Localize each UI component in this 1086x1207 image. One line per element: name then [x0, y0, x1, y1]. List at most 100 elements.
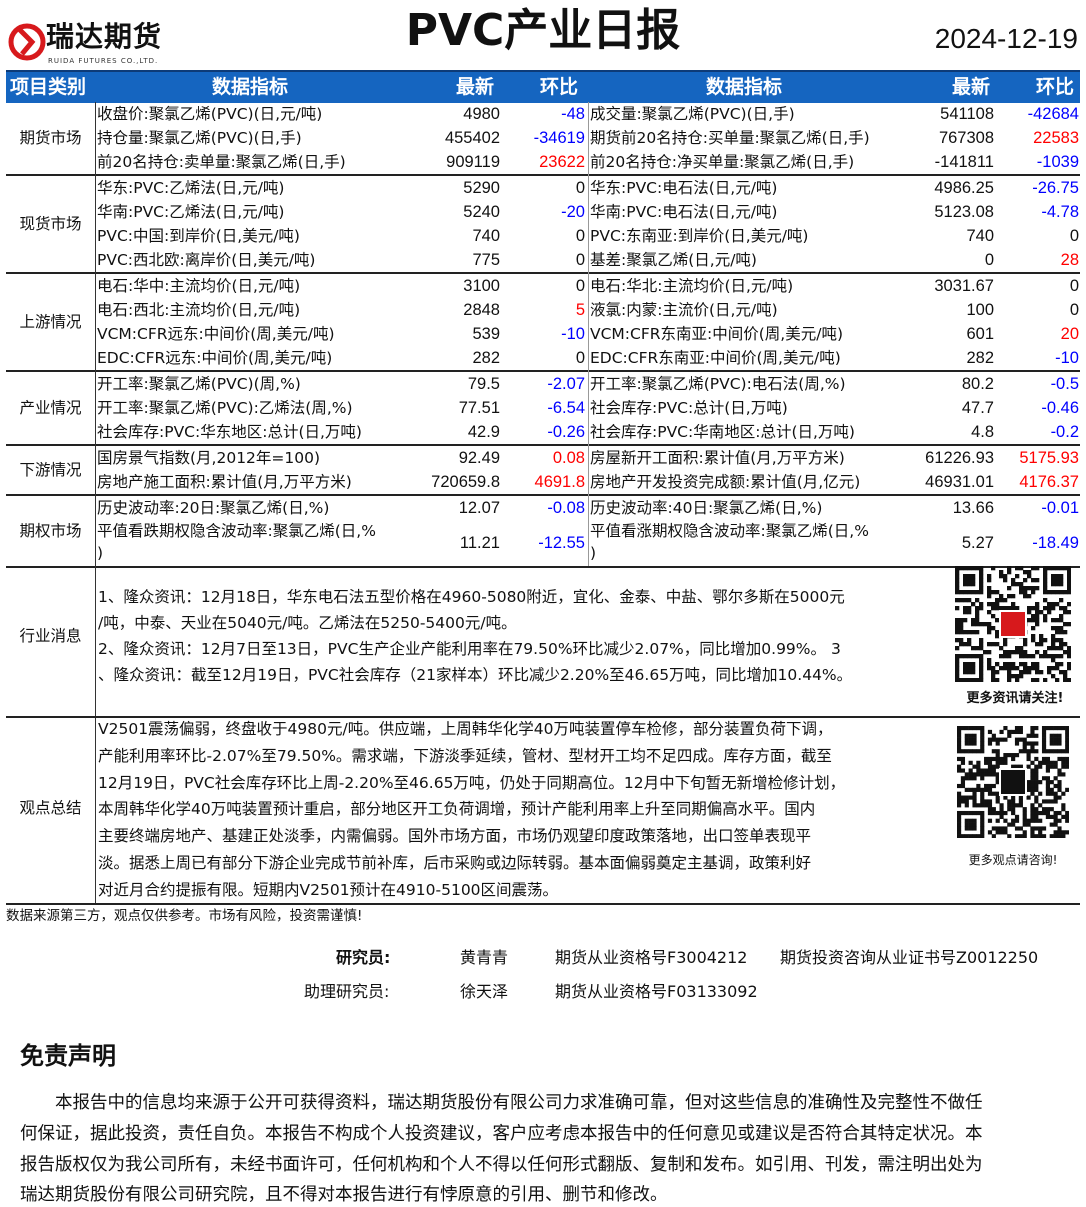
indicator-name: VCM:CFR东南亚:中间价(周,美元/吨)	[590, 325, 843, 343]
section-divider	[6, 716, 1080, 718]
section-divider	[6, 566, 1080, 568]
col-latest: 最新	[456, 76, 495, 98]
indicator-name: 电石:西北:主流均价(日,元/吨)	[97, 301, 301, 319]
change-value: -48	[561, 105, 585, 123]
change-value: -34619	[533, 129, 585, 147]
report-title: PVC产业日报	[405, 5, 681, 56]
category-label: 产业情况	[19, 399, 82, 417]
latest-value: 720659.8	[431, 473, 500, 491]
text-line: 12月19日，PVC社会库存环比上周-2.20%至46.65万吨，仍处于同期高位…	[98, 773, 846, 792]
latest-value: 80.2	[961, 375, 994, 393]
latest-value: 282	[472, 349, 500, 367]
text-line: 报告版权仅为我公司所有，未经书面许可，任何机构和个人不得以任何形式翻版、复制和发…	[20, 1154, 983, 1175]
latest-value: 5.27	[961, 534, 994, 552]
change-value: -0.2	[1050, 423, 1079, 441]
latest-value: 601	[966, 325, 994, 343]
latest-value: 5240	[463, 203, 500, 221]
qr-caption-follow: 更多资讯请关注!	[966, 691, 1064, 706]
change-value: 28	[1060, 251, 1079, 269]
latest-value: 46931.01	[925, 473, 994, 491]
col-indicator: 数据指标	[212, 76, 289, 98]
change-value: 0	[575, 179, 585, 197]
col-category: 项目类别	[10, 76, 87, 98]
latest-value: 909119	[446, 153, 500, 171]
indicator-name: 持仓量:聚氯乙烯(PVC)(日,手)	[97, 129, 302, 147]
indicator-name: VCM:CFR远东:中间价(周,美元/吨)	[97, 325, 335, 343]
indicator-name: 收盘价:聚氯乙烯(PVC)(日,元/吨)	[97, 105, 323, 123]
text-line: 主要终端房地产、基建正处淡季，内需偏弱。国外市场方面，市场仍观望印度政策落地，出…	[98, 827, 812, 846]
change-value: 5175.93	[1019, 449, 1079, 467]
latest-value: 775	[472, 251, 500, 269]
latest-value: 79.5	[467, 375, 500, 393]
indicator-name: 液氯:内蒙:主流价(日,元/吨)	[590, 301, 778, 319]
category-label: 期权市场	[19, 522, 82, 540]
column-divider	[588, 102, 589, 566]
assistant-label: 助理研究员:	[304, 982, 390, 1001]
text-line: 1、隆众资讯：12月18日，华东电石法五型价格在4960-5080附近，宜化、金…	[98, 588, 845, 606]
section-divider	[6, 272, 1080, 274]
indicator-name: 平值看跌期权隐含波动率:聚氯乙烯(日,% )	[97, 522, 376, 562]
change-value: -4.78	[1041, 203, 1079, 221]
text-line: V2501震荡偏弱，终盘收于4980元/吨。供应端，上周韩华化学40万吨装置停车…	[98, 720, 833, 738]
change-value: -10	[561, 325, 585, 343]
indicator-name: 开工率:聚氯乙烯(PVC):乙烯法(周,%)	[97, 399, 353, 417]
table-header: 项目类别 数据指标 最新 环比 数据指标 最新 环比	[6, 70, 1080, 103]
indicator-name: 电石:华中:主流均价(日,元/吨)	[97, 277, 301, 295]
change-value: -0.46	[1041, 399, 1079, 417]
change-value: -0.5	[1050, 375, 1079, 393]
indicator-name: 房屋新开工面积:累计值(月,万平方米)	[590, 449, 845, 467]
latest-value: 13.66	[952, 499, 994, 517]
text-line: 何保证，据此投资，责任自负。本报告不构成个人投资建议，客户应考虑本报告中的任何意…	[20, 1123, 983, 1144]
indicator-name: 开工率:聚氯乙烯(PVC)(周,%)	[97, 375, 301, 393]
indicator-name: 华南:PVC:电石法(日,元/吨)	[590, 203, 778, 221]
col-latest-2: 最新	[952, 76, 991, 98]
indicator-name: PVC:东南亚:到岸价(日,美元/吨)	[590, 227, 809, 245]
change-value: -26.75	[1032, 179, 1079, 197]
section-divider	[6, 174, 1080, 176]
assistant-name: 徐天泽	[460, 982, 509, 1001]
change-value: -0.08	[547, 499, 585, 517]
latest-value: 77.51	[458, 399, 500, 417]
latest-value: 4980	[463, 105, 500, 123]
indicator-name: 房地产施工面积:累计值(月,万平方米)	[97, 473, 352, 491]
latest-value: 2848	[463, 301, 500, 319]
researcher-label: 研究员:	[336, 948, 391, 967]
researcher-name: 黄青青	[460, 948, 509, 967]
latest-value: 3100	[463, 277, 500, 295]
latest-value: 455402	[444, 129, 500, 147]
indicator-name: 基差:聚氯乙烯(日,元/吨)	[590, 251, 757, 269]
column-divider	[95, 102, 96, 903]
industry-news: 1、隆众资讯：12月18日，华东电石法五型价格在4960-5080附近，宜化、金…	[98, 584, 852, 688]
latest-value: 541108	[940, 105, 994, 123]
assistant-cert: 期货从业资格号F03133092	[555, 982, 758, 1001]
latest-value: 4986.25	[934, 179, 994, 197]
latest-value: 61226.93	[925, 449, 994, 467]
indicator-name: 成交量:聚氯乙烯(PVC)(日,手)	[590, 105, 795, 123]
change-value: -10	[1055, 349, 1079, 367]
category-label: 期货市场	[19, 129, 82, 147]
logo-text: 瑞达期货	[46, 20, 163, 53]
latest-value: 4.8	[971, 423, 994, 441]
text-line: 、隆众资讯：截至12月19日，PVC社会库存（21家样本）环比减少2.20%至4…	[98, 666, 853, 684]
qr-code-follow[interactable]	[955, 566, 1071, 682]
change-value: -0.01	[1041, 499, 1079, 517]
change-value: 0	[1069, 301, 1079, 319]
disclaimer-title: 免责声明	[20, 1042, 116, 1070]
latest-value: 5290	[463, 179, 500, 197]
change-value: 0	[575, 349, 585, 367]
indicator-name: 前20名持仓:净买单量:聚氯乙烯(日,手)	[590, 153, 855, 171]
text-line: 2、隆众资讯：12月7日至13日，PVC生产企业产能利用率在79.50%环比减少…	[98, 640, 841, 658]
change-value: -6.54	[547, 399, 585, 417]
latest-value: 0	[984, 251, 994, 269]
change-value: -2.07	[547, 375, 585, 393]
latest-value: 11.21	[459, 534, 500, 552]
category-label: 下游情况	[19, 461, 82, 479]
col-change-2: 环比	[1036, 76, 1075, 98]
qr-code-consult[interactable]	[957, 726, 1069, 838]
change-value: 0.08	[552, 449, 585, 467]
text-line: 产能利用率环比-2.07%至79.50%。需求端，下游淡季延续，管材、型材开工均…	[98, 746, 832, 765]
latest-value: 100	[966, 301, 994, 319]
news-category: 行业消息	[19, 627, 82, 645]
change-value: -42684	[1027, 105, 1079, 123]
indicator-name: 平值看涨期权隐含波动率:聚氯乙烯(日,% )	[590, 522, 869, 562]
